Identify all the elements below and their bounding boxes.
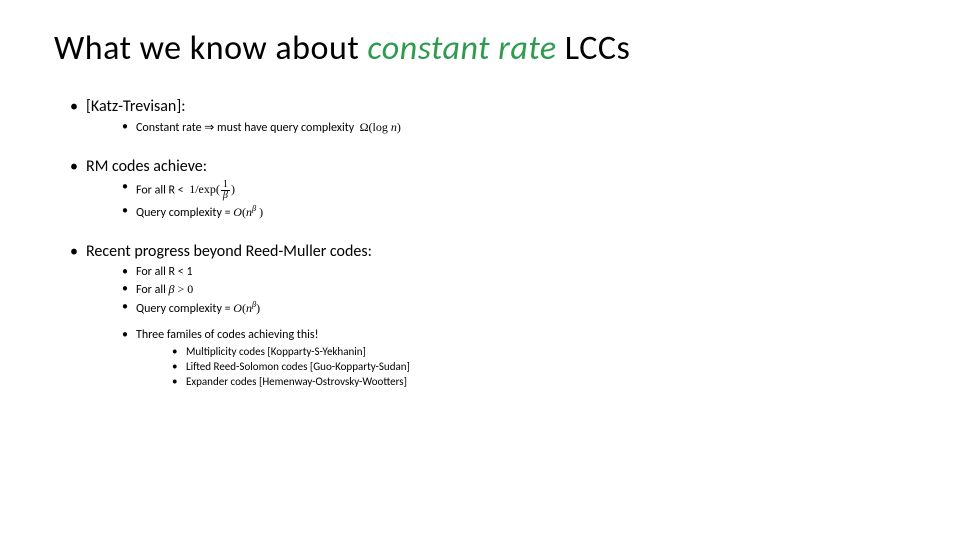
slide-title: What we know about constant rate LCCs: [54, 28, 906, 69]
title-emph: constant rate: [367, 28, 556, 69]
bullet-item: For all R < 1: [114, 265, 906, 279]
section-heading: Recent progress beyond Reed-Muller codes…: [66, 242, 906, 388]
bullet-subheading: Three familes of codes achieving this! M…: [114, 328, 906, 388]
section-heading: RM codes achieve: For all R < 1/exp(1β) …: [66, 157, 906, 220]
bullet-subitem: Expander codes [Hemenway-Ostrovsky-Woott…: [164, 375, 906, 388]
title-post: LCCs: [557, 28, 631, 69]
bullet-item: For all β > 0: [114, 282, 906, 297]
section-heading: [Katz-Trevisan]: Constant rate ⇒ must ha…: [66, 97, 906, 135]
bullet-item: Constant rate ⇒ must have query complexi…: [114, 120, 906, 135]
title-pre: What we know about: [54, 28, 367, 69]
bullet-item: Query complexity = O(nβ ): [114, 204, 906, 220]
bullet-item: For all R < 1/exp(1β): [114, 180, 906, 201]
section-recent-progress: Recent progress beyond Reed-Muller codes…: [66, 242, 906, 388]
heading-text: [Katz-Trevisan]:: [86, 97, 186, 116]
bullet-item: Query complexity = O(nβ): [114, 300, 906, 316]
heading-text: Recent progress beyond Reed-Muller codes…: [86, 242, 372, 261]
section-rm-codes: RM codes achieve: For all R < 1/exp(1β) …: [66, 157, 906, 220]
slide: What we know about constant rate LCCs [K…: [0, 0, 960, 388]
subheading-text: Three familes of codes achieving this!: [136, 328, 318, 342]
bullet-subitem: Multiplicity codes [Kopparty-S-Yekhanin]: [164, 345, 906, 358]
heading-text: RM codes achieve:: [86, 157, 207, 176]
section-katz-trevisan: [Katz-Trevisan]: Constant rate ⇒ must ha…: [66, 97, 906, 135]
bullet-subitem: Lifted Reed-Solomon codes [Guo-Kopparty-…: [164, 360, 906, 373]
